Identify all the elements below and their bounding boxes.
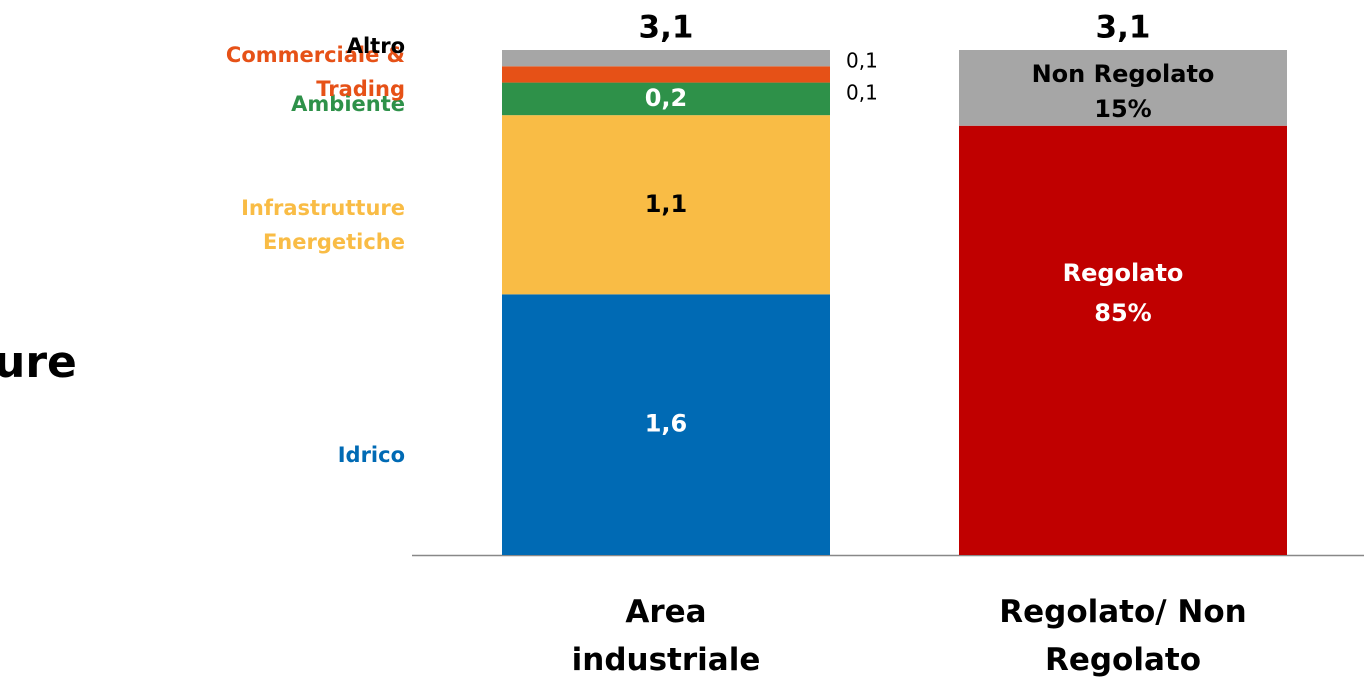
bar-segment [502, 294, 830, 555]
legend-label: Ambiente [291, 92, 405, 116]
value-label: 1,1 [645, 190, 688, 218]
legend-label: Idrico [337, 443, 405, 467]
x-tick-label: Regolato/ Non Regolato [999, 594, 1247, 678]
value-label: 0,1 [846, 81, 878, 105]
bar-segment [502, 115, 830, 295]
bar-segment [502, 82, 830, 116]
value-label: 0,1 [846, 49, 878, 73]
value-label: 0,2 [645, 84, 688, 112]
value-label: 85% [1094, 299, 1151, 327]
legend-label: Commerciale & Trading [225, 43, 405, 101]
value-label: 1,6 [645, 410, 688, 438]
x-tick-label: Area industriale [571, 594, 761, 678]
segment-name: Regolato [1063, 259, 1184, 287]
total-label: 3,1 [1096, 10, 1151, 46]
bar-segment [502, 50, 830, 67]
total-label: 3,1 [639, 10, 694, 46]
legend-label: Altro [346, 34, 405, 58]
cut-title: ure [0, 337, 77, 388]
legend-label: Infrastrutture Energetiche [241, 196, 405, 254]
bar-segment [959, 50, 1287, 126]
bar-segment [502, 66, 830, 83]
segment-name: Non Regolato [1032, 60, 1215, 88]
bar-segment [959, 125, 1287, 555]
value-label: 15% [1094, 95, 1151, 123]
